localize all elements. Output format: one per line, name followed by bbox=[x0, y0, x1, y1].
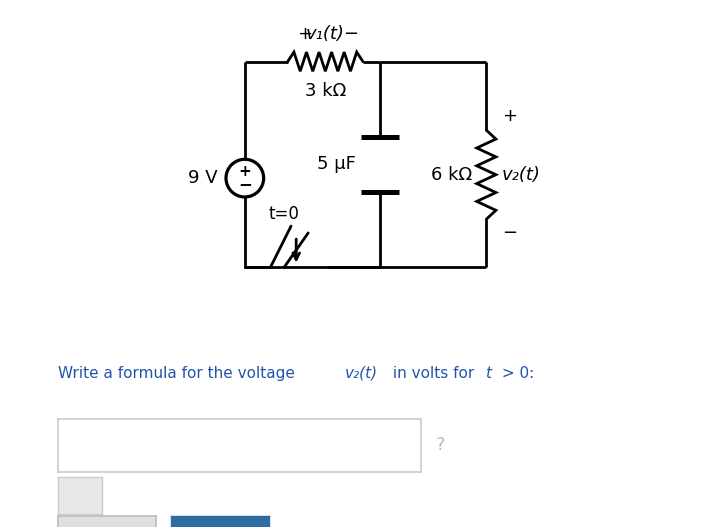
Text: v₂(t): v₂(t) bbox=[345, 366, 378, 381]
Text: in volts for: in volts for bbox=[388, 366, 480, 381]
Text: t=0: t=0 bbox=[269, 204, 300, 222]
Text: v₁(t): v₁(t) bbox=[306, 25, 345, 43]
Text: +: + bbox=[297, 25, 312, 43]
Text: ?: ? bbox=[436, 436, 445, 454]
Text: 3 kΩ: 3 kΩ bbox=[305, 82, 346, 100]
Text: v₂(t): v₂(t) bbox=[502, 165, 541, 184]
Text: −: − bbox=[502, 225, 517, 242]
Text: −: − bbox=[343, 25, 359, 43]
Text: 9 V: 9 V bbox=[188, 169, 217, 187]
Text: −: − bbox=[238, 175, 252, 193]
Text: 6 kΩ: 6 kΩ bbox=[431, 165, 473, 184]
Text: Write a formula for the voltage: Write a formula for the voltage bbox=[58, 366, 300, 381]
Text: t: t bbox=[485, 366, 491, 381]
Text: +: + bbox=[238, 164, 251, 180]
Text: +: + bbox=[502, 107, 517, 125]
Text: 5 μF: 5 μF bbox=[317, 155, 356, 173]
Text: > 0:: > 0: bbox=[497, 366, 534, 381]
